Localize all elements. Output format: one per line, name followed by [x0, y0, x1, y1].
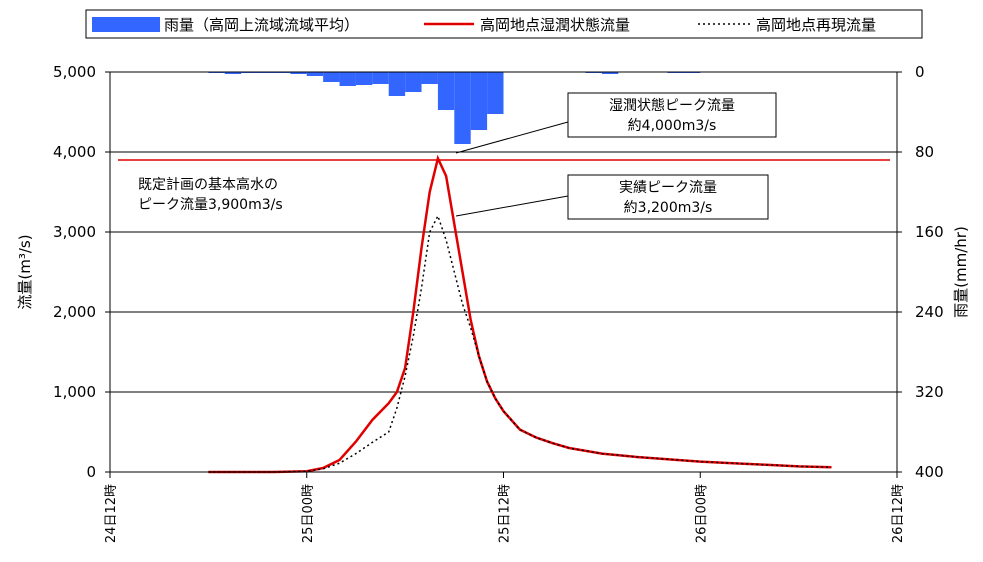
annotation-actual-peak-title: 実績ピーク流量: [619, 180, 717, 196]
rain-bar-9: [355, 72, 373, 85]
series-line-1: [208, 214, 832, 473]
legend-box: [85, 9, 923, 39]
y-right-title: 雨量(mm/hr): [952, 226, 970, 318]
annotation-wet-peak-box: [567, 92, 777, 138]
legend-rain-swatch: [92, 17, 160, 32]
annotation-wet-peak-value: 約4,000m3/s: [628, 118, 717, 134]
rain-bar-10: [372, 72, 389, 84]
rain-bar-16: [470, 72, 488, 130]
y-right-ticks: 0 80 160 240 320 400: [897, 63, 944, 481]
reference-line-label-1: 既定計画の基本高水の: [138, 176, 278, 193]
annotation-wet-peak-title: 湿潤状態ピーク流量: [609, 98, 735, 114]
x-tick-label-4: 26日12時: [891, 484, 906, 543]
legend-rain-label: 雨量（高岡上流域流域平均）: [164, 16, 359, 34]
annotation-wet-peak: 湿潤状態ピーク流量 約4,000m3/s: [455, 92, 777, 154]
x-tick-label-0: 24日12時: [104, 484, 119, 543]
y-left-tick-label-4: 4,000: [53, 143, 96, 161]
y-left-tick-label-0: 0: [86, 463, 96, 481]
rain-bar-15: [454, 72, 471, 144]
y-left-ticks: 0 1,000 2,000 3,000 4,000 5,000: [53, 63, 110, 481]
legend-reproduced-label: 高岡地点再現流量: [756, 16, 876, 34]
x-tick-label-3: 26日00時: [694, 484, 709, 543]
y-left-tick-label-1: 1,000: [53, 383, 96, 401]
y-right-tick-label-0: 0: [915, 63, 925, 81]
rain-bar-14: [437, 72, 455, 110]
rain-bar-8: [339, 72, 356, 86]
y-right-tick-label-2: 160: [915, 223, 944, 241]
reference-line-label-2: ピーク流量3,900m3/s: [138, 197, 283, 213]
x-ticks: 24日12時 25日00時 25日12時 26日00時 26日12時: [104, 472, 906, 543]
x-tick-label-1: 25日00時: [301, 484, 316, 543]
legend: 雨量（高岡上流域流域平均） 高岡地点湿潤状態流量 高岡地点再現流量: [85, 9, 923, 39]
y-left-tick-label-5: 5,000: [53, 63, 96, 81]
rain-bars: [208, 72, 701, 144]
rain-bar-13: [421, 72, 438, 84]
y-right-tick-label-3: 240: [915, 303, 944, 321]
rain-bar-1: [224, 72, 242, 74]
y-left-title: 流量(m³/s): [16, 234, 34, 309]
y-left-tick-label-3: 3,000: [53, 223, 96, 241]
rain-bar-24: [601, 72, 619, 74]
annotation-wet-peak-leader: [455, 121, 569, 154]
y-right-tick-label-1: 80: [915, 143, 934, 161]
gridlines: [110, 151, 897, 393]
annotation-actual-peak-leader: [455, 195, 569, 217]
x-tick-label-2: 25日12時: [498, 484, 513, 543]
annotation-actual-peak-value: 約3,200m3/s: [624, 200, 713, 216]
rain-bar-5: [290, 72, 307, 74]
y-right-tick-label-4: 320: [915, 383, 944, 401]
legend-wet-label: 高岡地点湿潤状態流量: [480, 16, 630, 34]
rain-bar-6: [306, 72, 324, 76]
y-right-tick-label-5: 400: [915, 463, 944, 481]
rain-bar-12: [405, 72, 422, 92]
y-left-tick-label-2: 2,000: [53, 303, 96, 321]
annotation-actual-peak: 実績ピーク流量 約3,200m3/s: [455, 174, 769, 220]
series-line-0: [208, 154, 832, 474]
series-group: [208, 154, 832, 474]
annotation-actual-peak-box: [567, 174, 769, 220]
rain-bar-7: [323, 72, 340, 82]
rain-bar-11: [388, 72, 406, 96]
rain-bar-17: [487, 72, 504, 114]
